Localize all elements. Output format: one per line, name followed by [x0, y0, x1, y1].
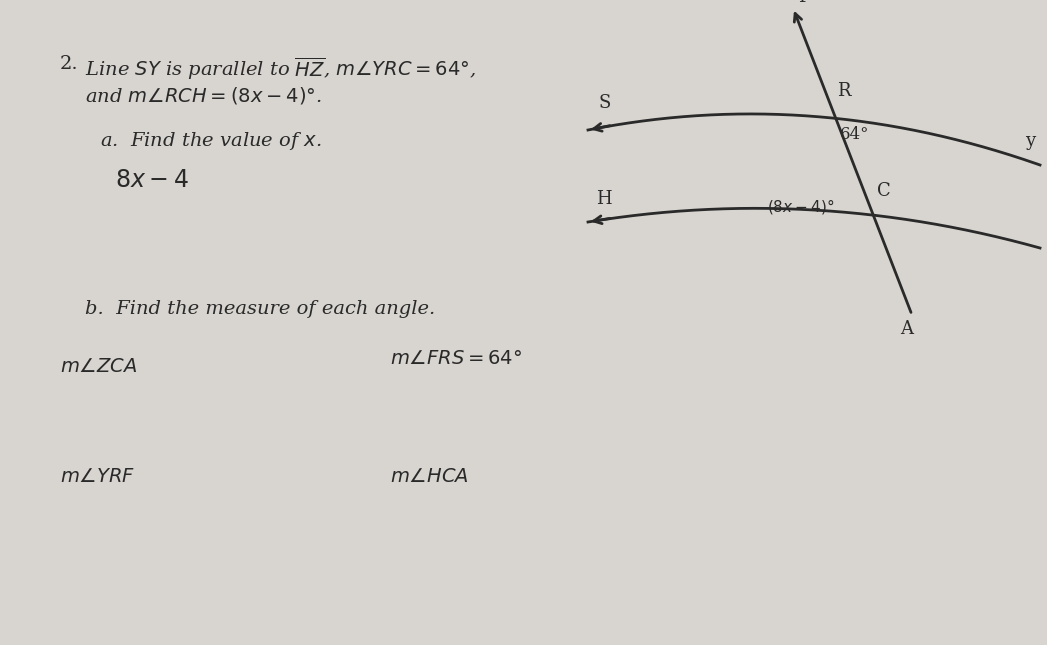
Text: 2.: 2. — [60, 55, 79, 73]
Text: C: C — [877, 182, 891, 200]
Text: $m\angle FRS = 64°$: $m\angle FRS = 64°$ — [389, 350, 522, 368]
Text: a.  Find the value of $x$.: a. Find the value of $x$. — [101, 130, 321, 152]
Text: y: y — [1025, 132, 1035, 150]
Text: and $m\angle RCH = (8x - 4)°$.: and $m\angle RCH = (8x - 4)°$. — [85, 85, 321, 106]
Text: $8x-4$: $8x-4$ — [115, 168, 188, 192]
Text: S: S — [598, 94, 610, 112]
Text: $(8x-4)°$: $(8x-4)°$ — [767, 197, 834, 217]
Text: F: F — [798, 0, 810, 6]
Text: H: H — [596, 190, 611, 208]
Text: $m\angle HCA$: $m\angle HCA$ — [389, 468, 469, 486]
Text: 64°: 64° — [840, 126, 869, 143]
Text: R: R — [837, 82, 850, 100]
Text: $m\angle ZCA$: $m\angle ZCA$ — [60, 358, 137, 376]
Text: $m\angle YRF$: $m\angle YRF$ — [60, 468, 135, 486]
Text: Line $SY$ is parallel to $\overline{HZ}$, $m\angle YRC = 64°$,: Line $SY$ is parallel to $\overline{HZ}$… — [85, 55, 476, 82]
Text: A: A — [900, 320, 913, 338]
Text: b.  Find the measure of each angle.: b. Find the measure of each angle. — [85, 300, 436, 318]
